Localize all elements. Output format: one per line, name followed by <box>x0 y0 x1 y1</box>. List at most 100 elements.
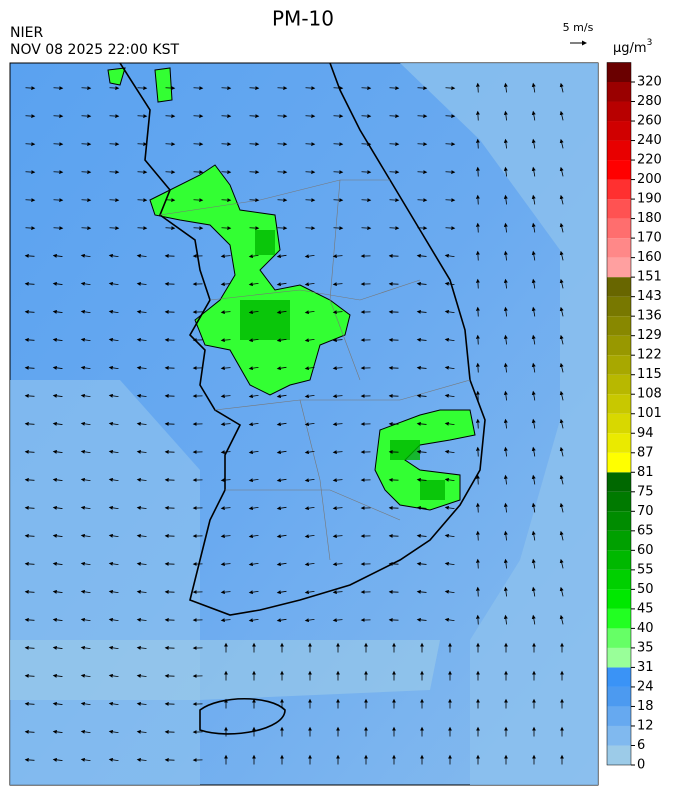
wind-arrow <box>24 309 35 314</box>
wind-arrow <box>220 422 231 427</box>
wind-arrow <box>332 254 343 259</box>
wind-arrow <box>108 589 119 594</box>
wind-arrow <box>248 506 259 511</box>
colorbar-segment <box>607 82 631 102</box>
wind-arrow <box>444 421 455 426</box>
colorbar-label: 220 <box>637 153 662 168</box>
wind-arrow <box>503 586 508 597</box>
wind-arrow <box>503 446 508 457</box>
wind-arrow <box>248 422 259 427</box>
wind-arrow <box>416 589 427 594</box>
colorbar-segment <box>607 550 631 570</box>
colorbar-label: 87 <box>637 445 654 460</box>
wind-arrow <box>444 505 455 510</box>
wind-arrow <box>475 502 480 513</box>
wind-arrow <box>304 562 315 567</box>
wind-arrow <box>24 505 35 510</box>
wind-arrow <box>503 558 508 569</box>
wind-arrow <box>220 478 231 483</box>
colorbar-label: 190 <box>637 192 662 207</box>
wind-arrow <box>24 701 35 706</box>
wind-arrow <box>80 701 91 706</box>
wind-arrow <box>503 110 508 121</box>
wind-arrow <box>559 502 564 513</box>
wind-arrow <box>475 586 480 597</box>
wind-arrow <box>108 701 119 706</box>
wind-arrow <box>304 534 315 539</box>
wind-arrow <box>503 138 508 149</box>
wind-arrow <box>80 561 91 566</box>
wind-arrow <box>136 701 147 706</box>
colorbar-label: 6 <box>637 738 645 753</box>
wind-arrow <box>276 450 287 455</box>
colorbar-label: 136 <box>637 309 662 324</box>
wind-arrow <box>559 586 564 597</box>
wind-arrow <box>24 589 35 594</box>
wind-arrow <box>52 477 63 482</box>
wind-arrow <box>108 505 119 510</box>
wind-arrow <box>52 673 63 678</box>
colorbar-label: 170 <box>637 231 662 246</box>
wind-arrow <box>416 393 427 398</box>
wind-arrow <box>304 478 315 483</box>
wind-arrow <box>444 617 455 622</box>
wind-arrow <box>531 474 536 485</box>
wind-arrow <box>52 281 63 286</box>
wind-arrow <box>248 562 259 567</box>
wind-arrow <box>220 366 231 371</box>
colorbar-label: 24 <box>637 679 654 694</box>
wind-arrow <box>276 394 287 399</box>
wind-arrow <box>304 618 315 623</box>
wind-arrow <box>136 729 147 734</box>
wind-arrow <box>220 506 231 511</box>
wind-arrow <box>248 310 259 315</box>
colorbar-segment <box>607 452 631 473</box>
wind-arrow <box>276 562 287 567</box>
wind-arrow <box>80 533 91 538</box>
wind-arrow <box>531 166 536 177</box>
clean-sea <box>10 380 200 785</box>
wind-arrow <box>332 618 343 623</box>
colorbar-label: 60 <box>637 543 654 558</box>
wind-arrow <box>276 478 287 483</box>
wind-arrow <box>80 337 91 342</box>
wind-arrow <box>475 166 480 177</box>
map <box>9 62 599 786</box>
wind-arrow <box>416 281 427 286</box>
colorbar-label: 143 <box>637 289 662 304</box>
wind-arrow <box>24 729 35 734</box>
wind-arrow <box>220 282 231 287</box>
wind-arrow <box>24 281 35 286</box>
colorbar-label: 81 <box>637 465 654 480</box>
colorbar-segment <box>607 394 631 414</box>
wind-arrow <box>248 590 259 595</box>
wind-arrow <box>332 282 343 287</box>
wind-arrow <box>80 421 91 426</box>
wind-arrow <box>248 282 259 287</box>
wind-arrow <box>531 614 536 625</box>
wind-arrow <box>475 194 480 205</box>
wind-arrow <box>136 533 147 538</box>
wind-arrow <box>24 337 35 342</box>
wind-arrow <box>108 337 119 342</box>
wind-arrow <box>559 558 564 569</box>
colorbar-label: 160 <box>637 250 662 265</box>
wind-arrow <box>24 393 35 398</box>
wind-arrow <box>444 393 455 398</box>
wind-arrow <box>475 250 480 261</box>
wind-arrow <box>136 617 147 622</box>
wind-arrow <box>559 530 564 541</box>
timestamp: NOV 08 2025 22:00 KST <box>10 42 179 58</box>
colorbar-label: 40 <box>637 621 654 636</box>
wind-arrow <box>24 253 35 258</box>
wind-arrow <box>24 757 35 762</box>
wind-arrow <box>136 281 147 286</box>
wind-arrow <box>276 534 287 539</box>
colorbar-label: 50 <box>637 582 654 597</box>
legend-unit: μg/m3 <box>613 38 652 56</box>
wind-arrow <box>80 281 91 286</box>
colorbar-segment <box>607 374 631 395</box>
colorbar-segment <box>607 530 631 551</box>
wind-arrow <box>136 393 147 398</box>
wind-arrow <box>80 309 91 314</box>
